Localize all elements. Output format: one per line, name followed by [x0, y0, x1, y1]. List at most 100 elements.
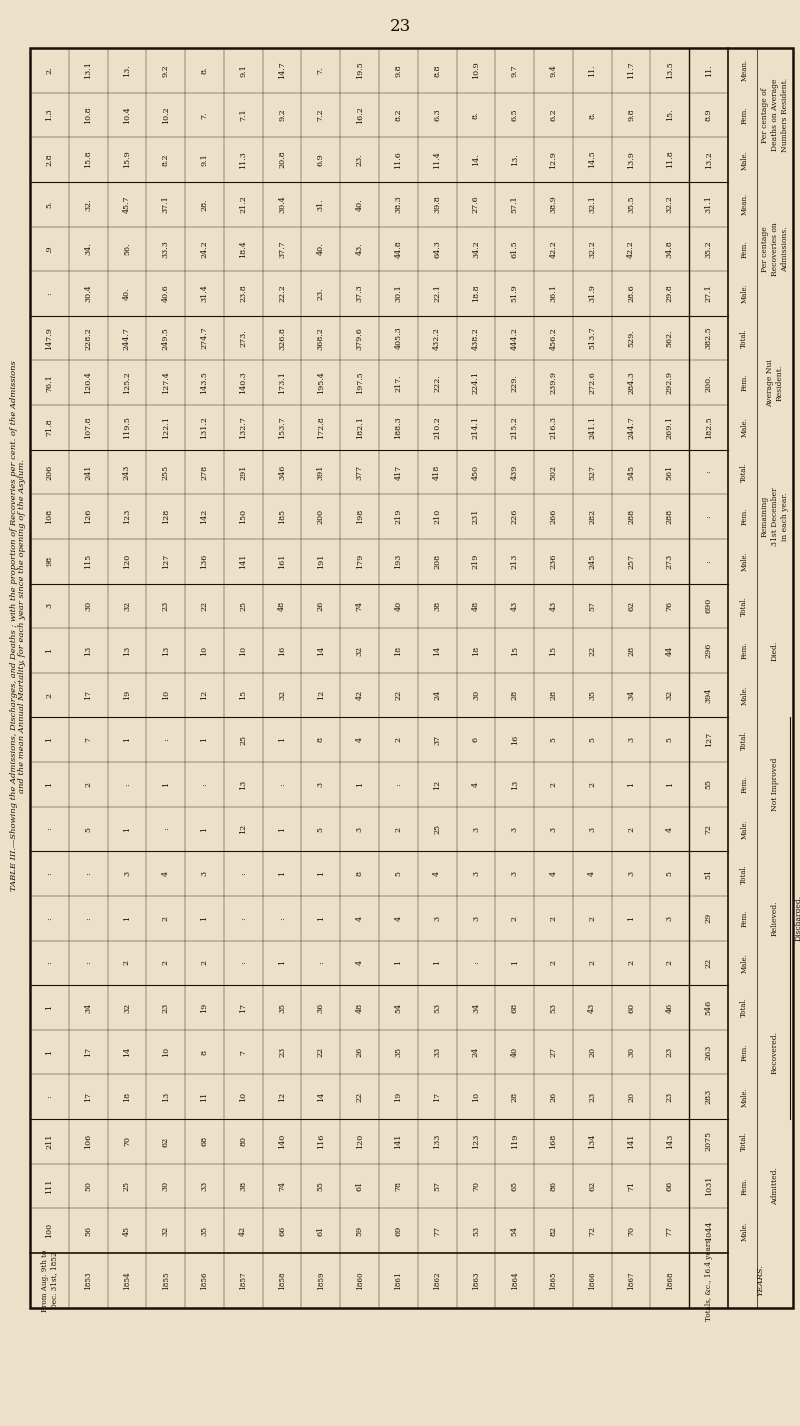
Text: 18: 18: [394, 646, 402, 656]
Text: 13: 13: [162, 1092, 170, 1102]
Text: 296: 296: [705, 643, 713, 659]
Text: 17: 17: [84, 690, 92, 700]
Text: 119.5: 119.5: [123, 416, 131, 439]
Text: Mean.: Mean.: [740, 60, 748, 81]
Text: 37.3: 37.3: [356, 285, 364, 302]
Text: 35.5: 35.5: [627, 195, 635, 212]
Text: 6.2: 6.2: [550, 108, 558, 121]
Text: 25: 25: [239, 600, 247, 610]
Text: 3: 3: [510, 827, 518, 831]
Text: 185: 185: [278, 509, 286, 525]
Text: 278: 278: [201, 465, 209, 479]
Text: 9.1: 9.1: [239, 64, 247, 77]
Text: 272.6: 272.6: [588, 371, 596, 394]
Text: 8.2: 8.2: [162, 153, 170, 165]
Text: 4: 4: [588, 871, 596, 876]
Text: 18.4: 18.4: [239, 240, 247, 258]
Text: 141: 141: [239, 553, 247, 569]
Text: 291: 291: [239, 465, 247, 479]
Text: 16: 16: [278, 646, 286, 656]
Text: Male.: Male.: [740, 418, 748, 438]
Text: 56: 56: [84, 1225, 92, 1236]
Text: :: :: [394, 783, 402, 786]
Text: 32.2: 32.2: [588, 240, 596, 258]
Text: 53: 53: [550, 1002, 558, 1012]
Text: 108: 108: [46, 509, 54, 525]
Text: 8.: 8.: [472, 111, 480, 118]
Text: :: :: [239, 873, 247, 876]
Text: 60: 60: [627, 1002, 635, 1012]
Text: 283: 283: [705, 1089, 713, 1104]
Text: 2: 2: [627, 827, 635, 831]
Text: 76: 76: [666, 600, 674, 610]
Text: 1: 1: [123, 827, 131, 831]
Text: 13.9: 13.9: [627, 151, 635, 168]
Text: :: :: [239, 961, 247, 964]
Text: 31.9: 31.9: [588, 285, 596, 302]
Text: 346: 346: [278, 465, 286, 479]
Text: 3: 3: [201, 871, 209, 876]
Text: 23: 23: [162, 1002, 170, 1012]
Text: 15.9: 15.9: [123, 151, 131, 168]
Text: 70: 70: [123, 1137, 131, 1147]
Text: 2: 2: [510, 915, 518, 921]
Text: 1: 1: [278, 871, 286, 876]
Text: 28.6: 28.6: [627, 285, 635, 302]
Text: 19: 19: [201, 1002, 209, 1012]
Text: :: :: [46, 961, 54, 964]
Text: 64.3: 64.3: [433, 240, 441, 258]
Text: 382.5: 382.5: [705, 327, 713, 349]
Text: 35: 35: [201, 1225, 209, 1236]
Text: 4: 4: [356, 915, 364, 921]
Text: 15: 15: [239, 690, 247, 700]
Text: Male.: Male.: [740, 1221, 748, 1241]
Text: 34: 34: [627, 690, 635, 700]
Text: 82: 82: [550, 1225, 558, 1236]
Text: 33.3: 33.3: [162, 240, 170, 258]
Text: 273: 273: [666, 553, 674, 569]
Text: 11.7: 11.7: [627, 61, 635, 80]
Text: 1: 1: [627, 781, 635, 787]
Text: 513.7: 513.7: [588, 327, 596, 349]
Text: 48: 48: [356, 1002, 364, 1012]
Text: :: :: [46, 292, 54, 295]
Text: 394: 394: [705, 687, 713, 703]
Text: :: :: [162, 739, 170, 742]
Text: 1867: 1867: [627, 1271, 635, 1289]
Text: 243: 243: [123, 465, 131, 479]
Text: 30: 30: [84, 600, 92, 610]
Text: 11.6: 11.6: [394, 151, 402, 168]
Text: 42: 42: [239, 1225, 247, 1236]
Text: 116: 116: [317, 1134, 325, 1149]
Text: 77: 77: [666, 1226, 674, 1236]
Text: 16.2: 16.2: [356, 106, 364, 124]
Text: 66: 66: [278, 1225, 286, 1236]
Text: 33: 33: [201, 1181, 209, 1191]
Text: 1856: 1856: [201, 1271, 209, 1289]
Text: 153.7: 153.7: [278, 416, 286, 439]
Text: 1868: 1868: [666, 1271, 674, 1289]
Text: 13.: 13.: [123, 64, 131, 77]
Text: TABLE III.—Showing the Admissions, Discharges, and Deaths ; with the proportion : TABLE III.—Showing the Admissions, Disch…: [10, 361, 18, 891]
Text: 11.8: 11.8: [666, 151, 674, 168]
Text: 22: 22: [201, 600, 209, 610]
Text: :: :: [46, 873, 54, 876]
Text: 450: 450: [472, 465, 480, 479]
Text: Died.: Died.: [770, 640, 778, 660]
Text: :: :: [46, 827, 54, 830]
Text: 439: 439: [510, 465, 518, 479]
Text: 255: 255: [162, 465, 170, 479]
Text: Totals, &c., 16.4 years: Totals, &c., 16.4 years: [705, 1239, 713, 1322]
Text: 2: 2: [588, 915, 596, 921]
Text: 1: 1: [46, 737, 54, 743]
Text: 23.: 23.: [356, 153, 364, 165]
Text: 2: 2: [550, 781, 558, 787]
Text: 10: 10: [472, 1092, 480, 1102]
Text: Male.: Male.: [740, 284, 748, 304]
Text: 527: 527: [588, 465, 596, 479]
Text: 31.: 31.: [317, 198, 325, 211]
Text: 24.2: 24.2: [201, 240, 209, 258]
Text: 35: 35: [588, 690, 596, 700]
Text: 46: 46: [666, 1002, 674, 1012]
Text: 17: 17: [84, 1047, 92, 1057]
